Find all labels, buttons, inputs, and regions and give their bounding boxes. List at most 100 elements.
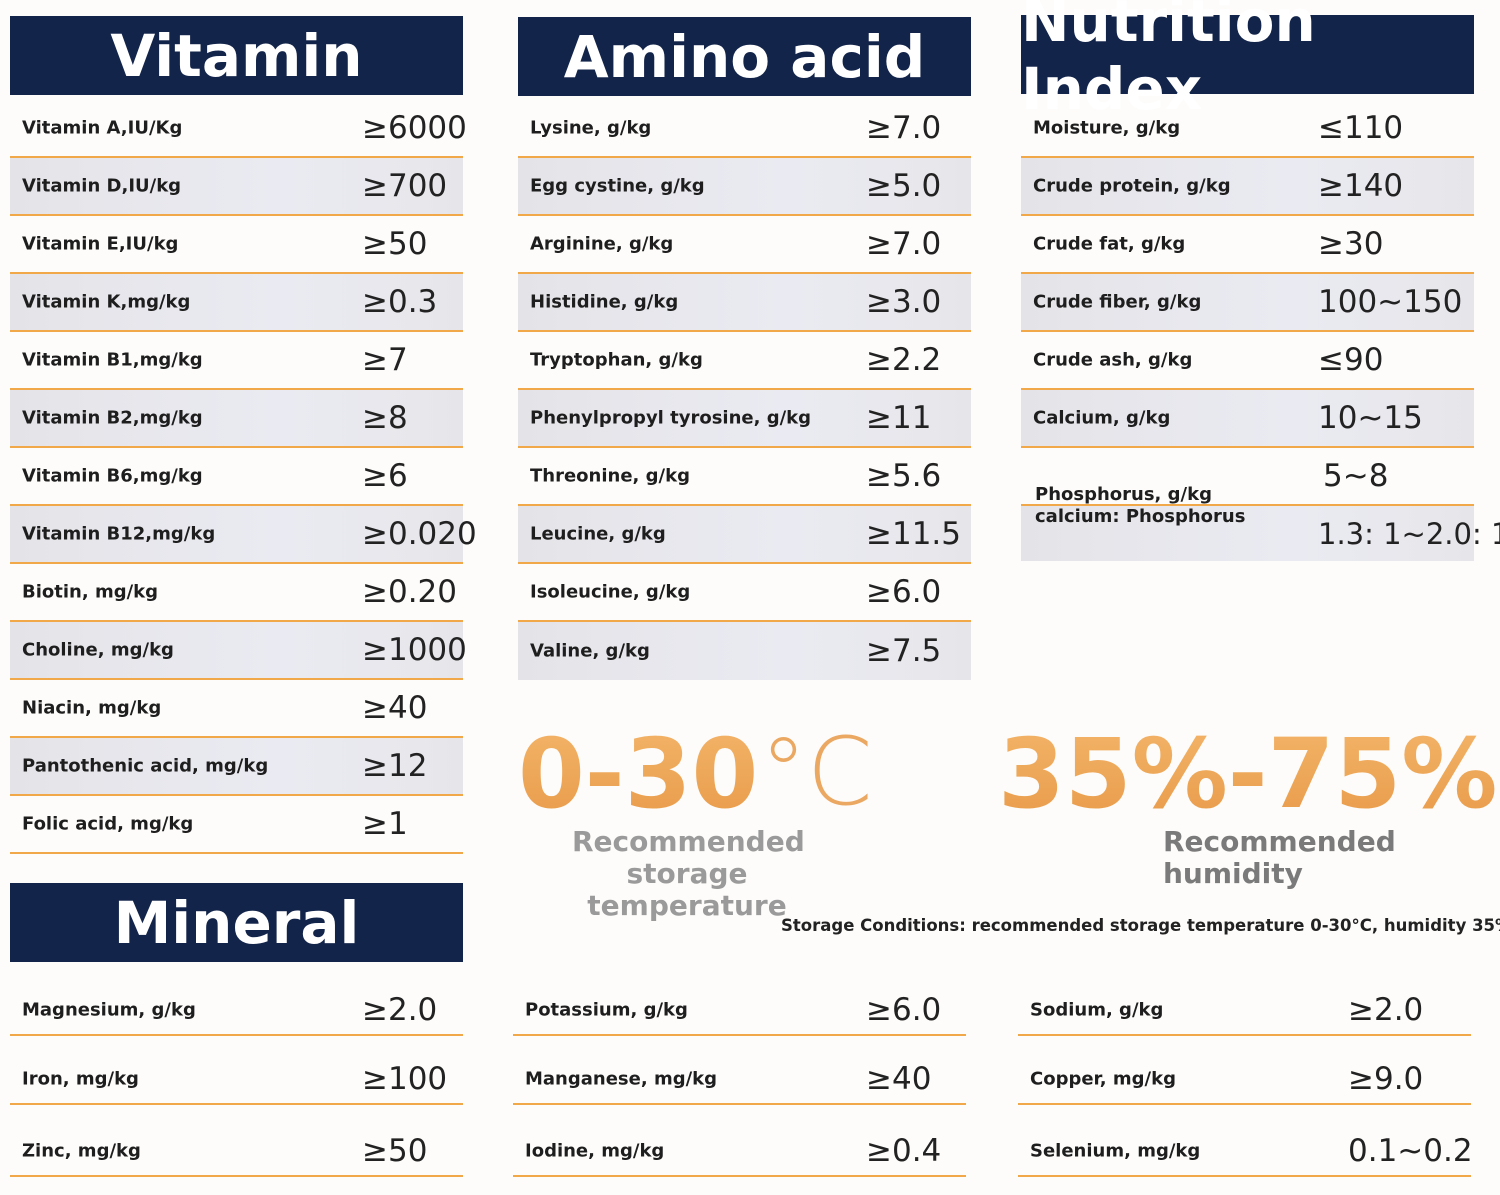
table-row: Crude ash, g/kg ≤90 [1021,332,1474,390]
table-row: Choline, mg/kg ≥1000 [10,622,467,680]
row-value: ≥2.0 [1348,992,1424,1028]
row-value: ≥6.0 [866,992,942,1028]
row-value: ≥50 [362,226,428,262]
row-label: Moisture, g/kg [1033,117,1181,139]
row-value: ≥11 [866,400,932,436]
row-label: Iron, mg/kg [22,1068,139,1089]
row-value: ≥0.3 [362,284,438,320]
table-row: Magnesium, g/kg ≥2.0 [10,986,463,1036]
row-label: Iodine, mg/kg [525,1140,665,1161]
table-row: Moisture, g/kg ≤110 [1021,100,1474,158]
table-row: 5~8 [1021,448,1474,506]
table-row: Selenium, mg/kg 0.1~0.2 [1018,1126,1473,1177]
table-row: Calcium, g/kg 10~15 [1021,390,1474,448]
row-label: Selenium, mg/kg [1030,1140,1201,1161]
row-value: ≥9.0 [1348,1060,1424,1097]
row-value: ≥3.0 [866,284,942,320]
row-label: Choline, mg/kg [22,639,174,661]
table-row: Phenylpropyl tyrosine, g/kg ≥11 [518,390,971,448]
row-label: Histidine, g/kg [530,291,679,313]
row-label: Egg cystine, g/kg [530,175,705,197]
row-label: Vitamin K,mg/kg [22,291,191,313]
row-label: Niacin, mg/kg [22,697,162,719]
table-row: Copper, mg/kg ≥9.0 [1018,1054,1471,1105]
table-row: Vitamin B2,mg/kg ≥8 [10,390,463,448]
row-value: ≥5.6 [866,458,942,494]
section-header: Amino acid [518,17,971,96]
row-label: Crude ash, g/kg [1033,349,1193,371]
row-label: Vitamin E,IU/kg [22,233,179,255]
row-label: Sodium, g/kg [1030,999,1164,1021]
table-row: Vitamin A,IU/Kg ≥6000 [10,100,467,158]
row-value: ≥5.0 [866,168,942,204]
humidity: 35%-75% [998,718,1498,830]
row-label: Arginine, g/kg [530,233,674,255]
table-row: 1.3: 1~2.0: 1 [1021,506,1500,561]
table-row: Crude protein, g/kg ≥140 [1021,158,1474,216]
table-row: Vitamin B6,mg/kg ≥6 [10,448,463,506]
row-value: 10~15 [1318,400,1423,436]
section-header: Nutrition Index [1021,0,1474,123]
table-row: Niacin, mg/kg ≥40 [10,680,463,738]
table-row: Pantothenic acid, mg/kg ≥12 [10,738,463,796]
table-row: Egg cystine, g/kg ≥5.0 [518,158,971,216]
table-row: Biotin, mg/kg ≥0.20 [10,564,463,622]
table-row: Arginine, g/kg ≥7.0 [518,216,971,274]
row-label: Vitamin A,IU/Kg [22,117,183,139]
row-label: Vitamin B2,mg/kg [22,407,203,429]
table-row: Lysine, g/kg ≥7.0 [518,100,971,158]
row-label: Vitamin B1,mg/kg [22,349,203,371]
row-label: Manganese, mg/kg [525,1068,718,1089]
table-row: Crude fiber, g/kg 100~150 [1021,274,1474,332]
row-label: calcium: Phosphorus [1035,506,1246,527]
row-value: ≥7 [362,342,408,378]
table-row: Vitamin E,IU/kg ≥50 [10,216,463,274]
row-value: 1.3: 1~2.0: 1 [1318,516,1500,551]
table-row: Zinc, mg/kg ≥50 [10,1126,463,1177]
table-row: Leucine, g/kg ≥11.5 [518,506,971,564]
row-label: Phosphorus, g/kg [1035,484,1212,505]
table-row: Tryptophan, g/kg ≥2.2 [518,332,971,390]
row-label: Valine, g/kg [530,640,650,662]
table-row: Iodine, mg/kg ≥0.4 [513,1126,966,1177]
row-value: ≥0.020 [362,516,477,552]
row-value: ≥6.0 [866,574,942,610]
table-row: Vitamin B12,mg/kg ≥0.020 [10,506,477,564]
storage-note: Storage Conditions: recommended storage … [781,916,1500,935]
temperature-unit: °C [760,718,873,827]
row-label: Potassium, g/kg [525,999,688,1021]
row-label: Zinc, mg/kg [22,1140,141,1161]
table-row: Isoleucine, g/kg ≥6.0 [518,564,971,622]
row-value: ≥12 [362,748,428,784]
section-header: Mineral [10,883,463,962]
table-row: Vitamin D,IU/kg ≥700 [10,158,463,216]
row-label: Copper, mg/kg [1030,1068,1176,1089]
row-value: ≥2.2 [866,342,942,378]
row-label: Crude fat, g/kg [1033,233,1186,255]
row-label: Phenylpropyl tyrosine, g/kg [530,407,812,429]
table-row: Histidine, g/kg ≥3.0 [518,274,971,332]
row-label: Isoleucine, g/kg [530,581,691,603]
row-value: ≥100 [362,1060,448,1097]
row-value: ≥40 [866,1060,932,1097]
section-header: Vitamin [10,16,463,95]
row-label: Calcium, g/kg [1033,407,1171,429]
row-label: Leucine, g/kg [530,523,666,545]
temperature-caption: Recommended storage temperature [572,825,805,922]
row-label: Pantothenic acid, mg/kg [22,755,269,777]
row-value: ≥7.5 [866,633,942,669]
table-row: Potassium, g/kg ≥6.0 [513,986,966,1036]
table-row: Threonine, g/kg ≥5.6 [518,448,971,506]
row-value: ≥50 [362,1132,428,1169]
row-value: 5~8 [1323,458,1389,494]
row-value: ≥6000 [362,110,467,146]
row-value: ≥2.0 [362,992,438,1028]
table-row: Vitamin K,mg/kg ≥0.3 [10,274,463,332]
row-label: Threonine, g/kg [530,465,690,487]
table-row: Sodium, g/kg ≥2.0 [1018,986,1471,1036]
row-value: ≥11.5 [866,516,961,552]
table-row: Folic acid, mg/kg ≥1 [10,796,463,854]
row-value: ≥1000 [362,632,467,668]
row-label: Vitamin D,IU/kg [22,175,182,197]
